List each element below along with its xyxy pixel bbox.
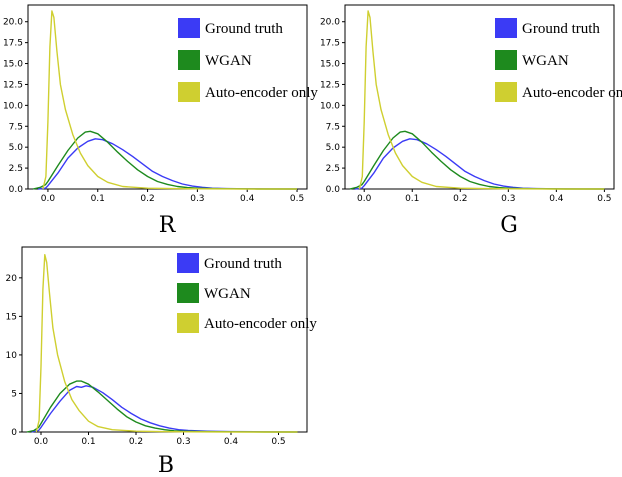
- panel-caption-b: B: [158, 453, 174, 477]
- y-tick-label: 12.5: [3, 80, 23, 90]
- x-tick-label: 0.1: [81, 437, 95, 447]
- y-tick-label: 5.0: [326, 143, 341, 153]
- legend-swatch-auto-encoder-only: [178, 82, 200, 102]
- x-tick-label: 0.3: [176, 437, 190, 447]
- panel-g: 0.0 0.1 0.2 0.3 0.4 0.5 0.0 2.5 5.0 7.5 10.0 12.5 15…: [320, 4, 622, 204]
- x-tick-label: 0.1: [91, 194, 105, 204]
- y-tick-label: 2.5: [9, 164, 23, 174]
- x-tick-label: 0.5: [271, 437, 285, 447]
- x-tick-label: 0.5: [597, 194, 611, 204]
- x-tick-label: 0.4: [549, 194, 564, 204]
- series-line-auto-encoder-only: [358, 10, 605, 190]
- x-tick-label: 0.3: [501, 194, 515, 204]
- x-tick-label: 0.3: [190, 194, 204, 204]
- x-tick-label: 0.4: [240, 194, 255, 204]
- x-tick-label: 0.1: [405, 194, 419, 204]
- x-tick-label: 0.0: [357, 194, 372, 204]
- legend-swatch-ground-truth: [177, 253, 199, 273]
- y-tick-label: 5.0: [9, 143, 24, 153]
- y-tick-label: 7.5: [326, 122, 340, 132]
- y-tick-label: 20.0: [320, 18, 340, 28]
- x-tick-label: 0.2: [453, 194, 467, 204]
- legend-label-auto-encoder-only: Auto-encoder only: [522, 85, 622, 101]
- y-tick-label: 0.0: [326, 185, 341, 195]
- panel-r: 0.0 0.1 0.2 0.3 0.4 0.5 0.0 2.5 5.0 7.5 10.0 12.5 15…: [3, 4, 318, 204]
- legend-label-auto-encoder-only: Auto-encoder only: [204, 316, 317, 332]
- legend-label-wgan: WGAN: [522, 53, 569, 69]
- y-tick-label: 15: [6, 312, 17, 322]
- x-tick-label: 0.2: [129, 437, 143, 447]
- legend-label-ground-truth: Ground truth: [522, 21, 600, 37]
- y-tick-label: 12.5: [320, 80, 340, 90]
- legend-swatch-wgan: [178, 50, 200, 70]
- y-tick-label: 20.0: [3, 18, 23, 28]
- legend-swatch-wgan: [495, 50, 517, 70]
- y-tick-label: 10.0: [320, 101, 340, 111]
- x-tick-label: 0.0: [34, 437, 49, 447]
- y-tick-label: 5: [11, 389, 17, 399]
- x-tick-label: 0.5: [290, 194, 304, 204]
- y-tick-label: 0.0: [9, 185, 24, 195]
- y-tick-label: 7.5: [9, 122, 23, 132]
- legend-swatch-auto-encoder-only: [177, 313, 199, 333]
- panel-caption-g: G: [500, 213, 518, 238]
- y-tick-label: 15.0: [320, 60, 340, 70]
- y-tick-label: 10: [6, 351, 18, 361]
- legend-label-auto-encoder-only: Auto-encoder only: [205, 85, 318, 101]
- series-line-auto-encoder-only: [42, 10, 297, 190]
- x-tick-label: 0.2: [140, 194, 154, 204]
- legend-label-wgan: WGAN: [205, 53, 252, 69]
- legend-swatch-ground-truth: [178, 18, 200, 38]
- y-tick-label: 15.0: [3, 60, 23, 70]
- legend-label-wgan: WGAN: [204, 286, 251, 302]
- x-tick-label: 0.0: [41, 194, 56, 204]
- legend-swatch-ground-truth: [495, 18, 517, 38]
- plot-frame: [27, 4, 308, 190]
- legend-label-ground-truth: Ground truth: [204, 256, 282, 272]
- plot-frame: [344, 4, 615, 190]
- panel-b: 0.0 0.1 0.2 0.3 0.4 0.5 0 5 10 15 20 Ground truth WG…: [6, 246, 317, 447]
- series-line-ground-truth: [31, 385, 298, 433]
- series-line-auto-encoder-only: [35, 253, 298, 433]
- x-tick-label: 0.4: [224, 437, 239, 447]
- y-tick-label: 17.5: [320, 39, 340, 49]
- plot-frame: [21, 246, 308, 433]
- y-tick-label: 17.5: [3, 39, 23, 49]
- legend-swatch-wgan: [177, 283, 199, 303]
- panel-caption-r: R: [159, 213, 177, 238]
- legend-swatch-auto-encoder-only: [495, 82, 517, 102]
- y-tick-label: 0: [11, 428, 17, 438]
- legend-label-ground-truth: Ground truth: [205, 21, 283, 37]
- y-tick-label: 10.0: [3, 101, 23, 111]
- y-tick-label: 20: [6, 274, 18, 284]
- y-tick-label: 2.5: [326, 164, 340, 174]
